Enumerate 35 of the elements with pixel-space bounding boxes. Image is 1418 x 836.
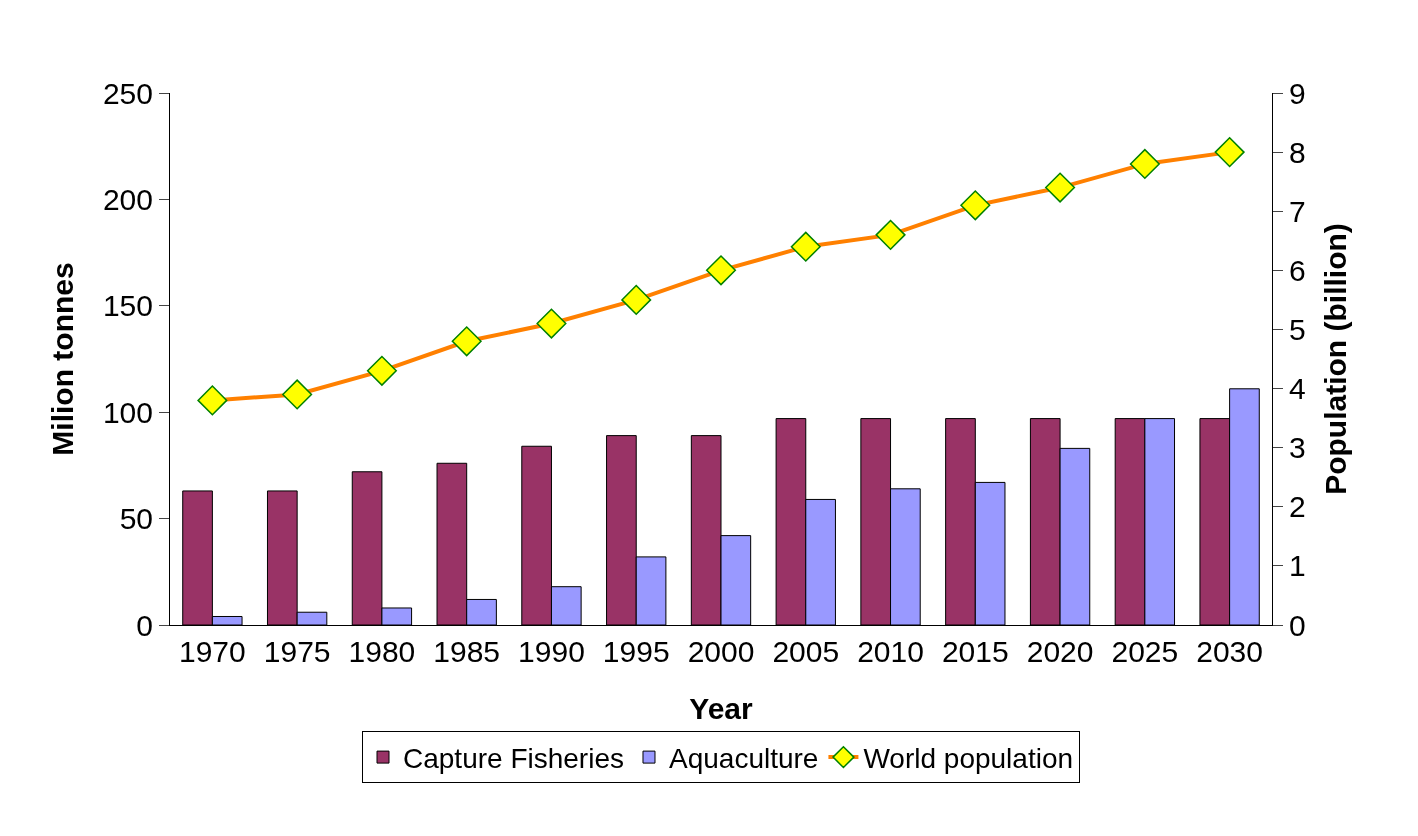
y2-axis-title: Population (billion): [1319, 223, 1353, 495]
y-tick-label: 0: [136, 608, 153, 642]
y-tick-label: 50: [119, 502, 153, 536]
x-tick-label: 1980: [348, 635, 416, 668]
y2-tick-label: 7: [1289, 194, 1306, 228]
y2-tick-label: 1: [1289, 549, 1306, 583]
x-axis-title: Year: [689, 691, 754, 725]
y2-tick-label: 2: [1289, 490, 1306, 524]
y-tick-label: 200: [102, 182, 153, 216]
legend-label: Aquaculture: [668, 743, 819, 775]
y2-tick-label: 8: [1289, 135, 1306, 169]
y2-tick-label: 9: [1289, 76, 1306, 110]
y2-tick-label: 3: [1289, 431, 1306, 465]
y-axis-title: Milion tonnes: [45, 262, 79, 456]
y-tick-label: 100: [102, 395, 153, 429]
x-tick-label: 1990: [518, 635, 585, 668]
x-tick-label: 2010: [857, 635, 924, 668]
x-tick-label: 2000: [687, 635, 755, 668]
y2-tick-label: 6: [1289, 253, 1306, 287]
legend-label: World population: [863, 743, 1074, 775]
x-tick-label: 2015: [941, 635, 1009, 668]
x-tick-label: 1975: [263, 635, 331, 668]
y2-tick-label: 4: [1289, 372, 1306, 406]
x-tick-label: 2005: [772, 635, 840, 668]
x-tick-label: 2030: [1196, 635, 1263, 668]
y-tick-label: 150: [102, 289, 153, 323]
y2-tick-label: 0: [1289, 608, 1306, 642]
y-tick-label: 250: [102, 76, 153, 110]
y2-tick-label: 5: [1289, 312, 1306, 346]
legend-label: Capture Fisheries: [403, 743, 624, 775]
x-tick-label: 1985: [433, 635, 501, 668]
x-tick-label: 2025: [1111, 635, 1179, 668]
x-tick-label: 2020: [1026, 635, 1094, 668]
x-tick-label: 1995: [602, 635, 670, 668]
x-tick-label: 1970: [179, 635, 246, 668]
